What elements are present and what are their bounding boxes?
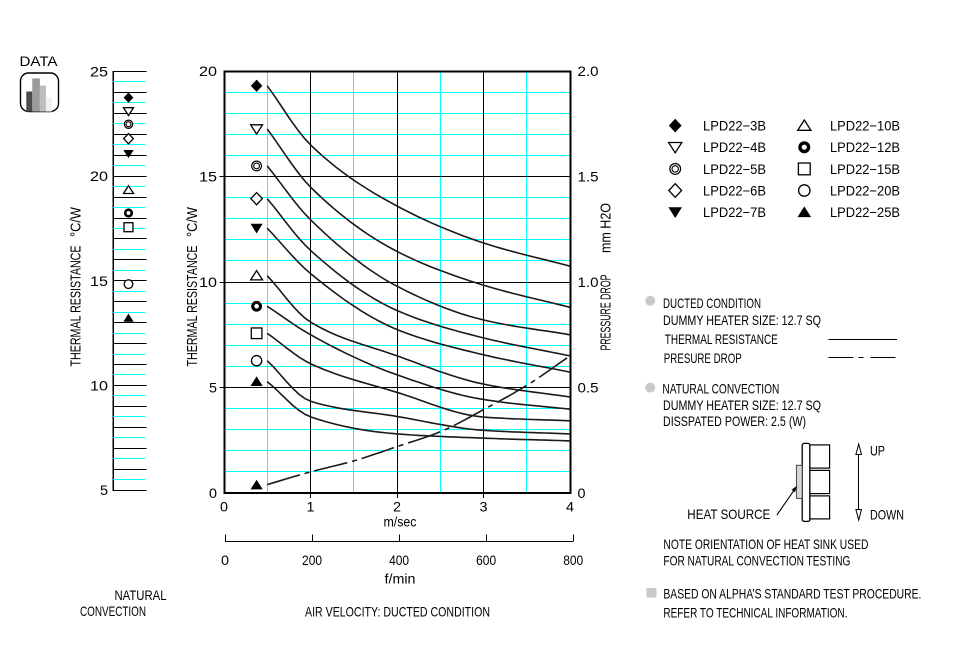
svg-text:DUCTED CONDITION: DUCTED CONDITION: [663, 296, 761, 311]
svg-text:0: 0: [209, 486, 217, 501]
svg-text:5: 5: [100, 483, 108, 498]
svg-text:LPD22−25B: LPD22−25B: [830, 205, 900, 220]
svg-text:2.0: 2.0: [578, 64, 599, 79]
svg-text:BASED ON ALPHA’S STANDARD TEST: BASED ON ALPHA’S STANDARD TEST PROCEDURE…: [663, 586, 921, 601]
svg-text:3: 3: [480, 500, 488, 515]
svg-text:25: 25: [90, 65, 108, 80]
svg-text:4: 4: [566, 500, 574, 515]
svg-text:NATURAL: NATURAL: [115, 588, 167, 603]
svg-text:FOR NATURAL CONVECTION TESTING: FOR NATURAL CONVECTION TESTING: [663, 554, 850, 569]
svg-text:THERMAL RESISTANCE: THERMAL RESISTANCE: [184, 246, 201, 367]
svg-text:PRESSURE DROP: PRESSURE DROP: [598, 275, 615, 351]
svg-text:1.0: 1.0: [578, 275, 599, 290]
svg-text:1.5: 1.5: [578, 170, 599, 185]
svg-text:AIR VELOCITY: DUCTED CONDITIO: AIR VELOCITY: DUCTED CONDITION: [305, 605, 490, 620]
svg-text:°C/W: °C/W: [68, 206, 85, 237]
svg-text:DISSPATED POWER: 2.5 (W): DISSPATED POWER: 2.5 (W): [663, 414, 806, 429]
svg-text:DUMMY HEATER SIZE: 12.7 SQ: DUMMY HEATER SIZE: 12.7 SQ: [663, 313, 821, 328]
svg-text:PRESURE DROP: PRESURE DROP: [664, 351, 742, 366]
svg-text:0: 0: [221, 553, 229, 568]
svg-text:200: 200: [302, 553, 322, 568]
svg-text:LPD22−6B: LPD22−6B: [703, 184, 766, 199]
svg-text:°C/W: °C/W: [184, 206, 201, 237]
svg-text:10: 10: [199, 275, 217, 290]
svg-text:0: 0: [578, 486, 586, 501]
svg-text:400: 400: [389, 553, 409, 568]
svg-text:NOTE ORIENTATION OF HEAT SINK: NOTE ORIENTATION OF HEAT SINK USED: [663, 537, 868, 552]
svg-text:20: 20: [90, 169, 108, 184]
svg-text:10: 10: [90, 378, 108, 393]
svg-text:15: 15: [199, 170, 217, 185]
svg-text:800: 800: [563, 553, 583, 568]
svg-text:m/sec: m/sec: [384, 515, 417, 530]
svg-text:LPD22−10B: LPD22−10B: [830, 119, 900, 134]
svg-text:15: 15: [90, 274, 108, 289]
svg-text:1: 1: [307, 500, 315, 515]
svg-text:NATURAL CONVECTION: NATURAL CONVECTION: [662, 382, 779, 397]
svg-text:UP: UP: [870, 444, 885, 459]
svg-text:REFER TO TECHNICAL INFORMATION: REFER TO TECHNICAL INFORMATION.: [663, 606, 847, 621]
svg-text:THERMAL RESISTANCE: THERMAL RESISTANCE: [68, 246, 85, 367]
svg-text:600: 600: [476, 553, 496, 568]
svg-text:DOWN: DOWN: [870, 508, 904, 523]
svg-text:LPD22−4B: LPD22−4B: [703, 140, 766, 155]
svg-text:LPD22−3B: LPD22−3B: [703, 119, 766, 134]
svg-text:DATA: DATA: [20, 54, 59, 69]
svg-text:HEAT SOURCE: HEAT SOURCE: [687, 507, 770, 522]
svg-text:0: 0: [220, 500, 228, 515]
svg-text:LPD22−5B: LPD22−5B: [703, 162, 766, 177]
svg-text:LPD22−7B: LPD22−7B: [703, 205, 766, 220]
svg-text:LPD22−12B: LPD22−12B: [830, 140, 900, 155]
svg-text:mm H2O: mm H2O: [598, 203, 615, 253]
svg-text:LPD22−20B: LPD22−20B: [830, 184, 900, 199]
svg-text:LPD22−15B: LPD22−15B: [830, 162, 900, 177]
svg-text:CONVECTION: CONVECTION: [80, 604, 146, 619]
svg-text:THERMAL RESISTANCE: THERMAL RESISTANCE: [665, 332, 778, 347]
svg-text:2: 2: [393, 500, 401, 515]
svg-text:0.5: 0.5: [578, 381, 599, 396]
svg-text:5: 5: [209, 381, 217, 396]
svg-text:f/min: f/min: [385, 572, 416, 587]
svg-text:DUMMY HEATER SIZE: 12.7 SQ: DUMMY HEATER SIZE: 12.7 SQ: [663, 398, 821, 413]
svg-text:20: 20: [199, 64, 217, 79]
